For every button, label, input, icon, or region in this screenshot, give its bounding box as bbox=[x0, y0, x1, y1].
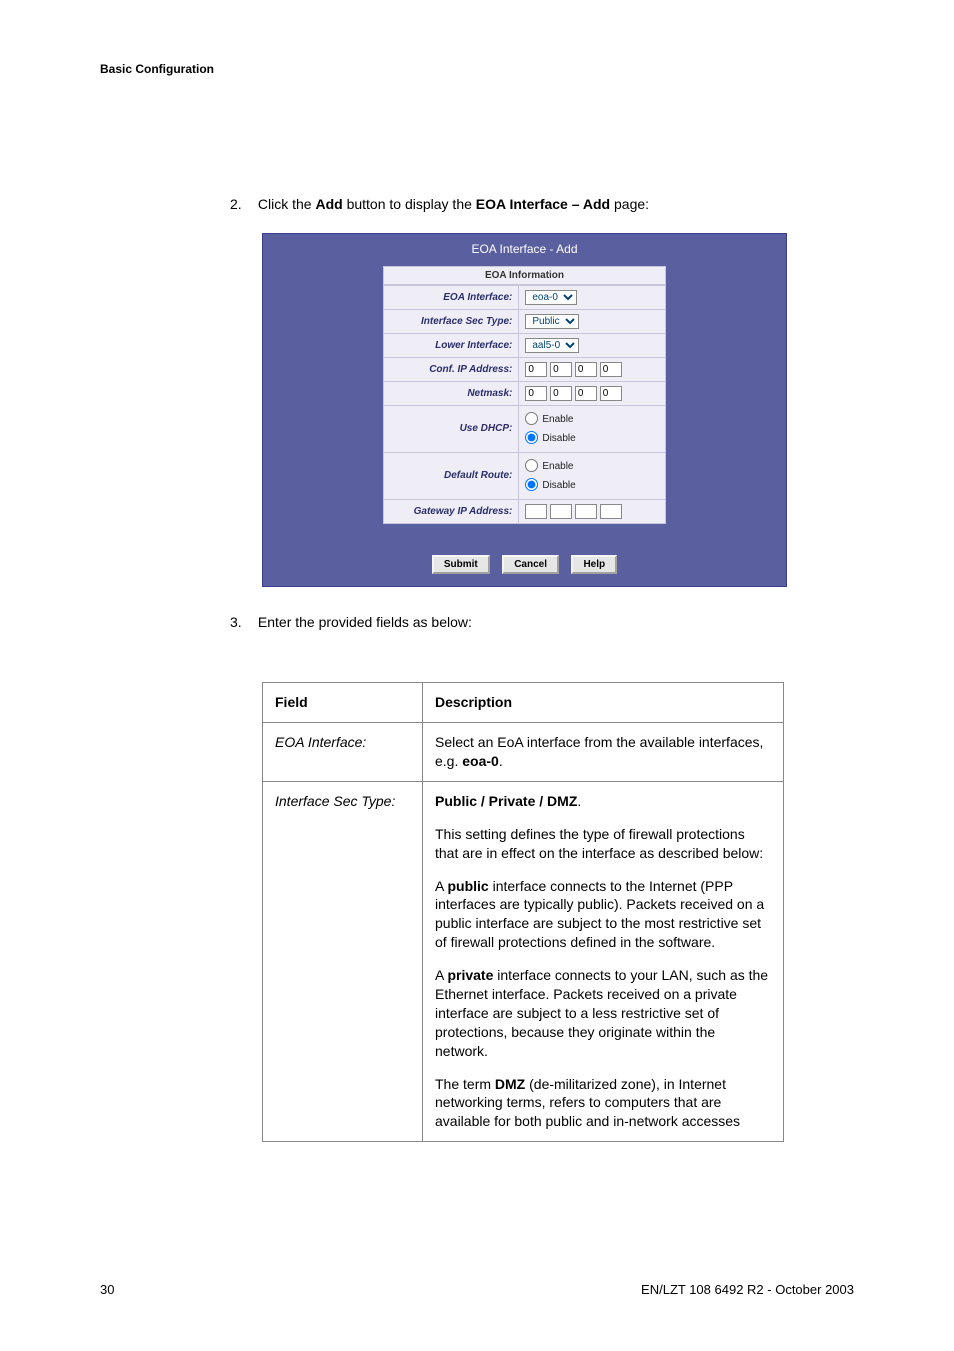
dhcp-enable-radio[interactable] bbox=[525, 412, 538, 425]
step-text: Click the Add button to display the EOA … bbox=[258, 195, 778, 215]
value: eoa-0 bbox=[519, 285, 666, 309]
row-route: Default Route: Enable Disable bbox=[384, 452, 666, 499]
doc-reference: EN/LZT 108 6492 R2 - October 2003 bbox=[641, 1282, 854, 1297]
row-dhcp: Use DHCP: Enable Disable bbox=[384, 405, 666, 452]
value bbox=[519, 499, 666, 523]
help-button[interactable]: Help bbox=[571, 555, 617, 574]
submit-button[interactable]: Submit bbox=[432, 555, 490, 574]
bold: eoa-0 bbox=[462, 753, 499, 769]
field-desc: Public / Private / DMZ. This setting def… bbox=[423, 781, 784, 1141]
value: Enable Disable bbox=[519, 452, 666, 499]
row-sec-type: Interface Sec Type: Public bbox=[384, 309, 666, 333]
txt: This setting defines the type of firewal… bbox=[435, 825, 771, 863]
gw-octet-2[interactable] bbox=[550, 504, 572, 519]
ip-octet-1[interactable] bbox=[525, 362, 547, 377]
value: Public bbox=[519, 309, 666, 333]
panel-title: EOA Interface - Add bbox=[263, 234, 786, 266]
button-row: Submit Cancel Help bbox=[263, 540, 786, 586]
table-header-row: Field Description bbox=[263, 683, 784, 723]
section-header: Basic Configuration bbox=[100, 62, 214, 76]
dhcp-enable-option: Enable bbox=[525, 410, 659, 429]
route-enable-option: Enable bbox=[525, 457, 659, 476]
th-desc: Description bbox=[423, 683, 784, 723]
ip-octet-3[interactable] bbox=[575, 362, 597, 377]
eoa-add-panel: EOA Interface - Add EOA Information EOA … bbox=[262, 233, 787, 587]
value: Enable Disable bbox=[519, 405, 666, 452]
radio-label: Disable bbox=[542, 433, 575, 444]
txt: . bbox=[577, 793, 581, 809]
value bbox=[519, 381, 666, 405]
route-disable-option: Disable bbox=[525, 476, 659, 495]
bold: Public / Private / DMZ bbox=[435, 793, 577, 809]
netmask-octet-4[interactable] bbox=[600, 386, 622, 401]
gw-octet-1[interactable] bbox=[525, 504, 547, 519]
radio-label: Disable bbox=[542, 480, 575, 491]
gw-octet-4[interactable] bbox=[600, 504, 622, 519]
ip-octet-4[interactable] bbox=[600, 362, 622, 377]
step-text: Enter the provided fields as below: bbox=[258, 613, 778, 633]
cancel-button[interactable]: Cancel bbox=[502, 555, 559, 574]
eoa-form: EOA Information EOA Interface: eoa-0 Int… bbox=[263, 266, 786, 540]
value bbox=[519, 357, 666, 381]
label: EOA Interface: bbox=[384, 285, 519, 309]
table-row: Interface Sec Type: Public / Private / D… bbox=[263, 781, 784, 1141]
table-row: EOA Interface: Select an EoA interface f… bbox=[263, 723, 784, 782]
label: Netmask: bbox=[384, 381, 519, 405]
bold: EOA Interface – Add bbox=[476, 196, 610, 212]
field-name: Interface Sec Type: bbox=[263, 781, 423, 1141]
row-conf-ip: Conf. IP Address: bbox=[384, 357, 666, 381]
txt: A bbox=[435, 878, 447, 894]
step-num: 3. bbox=[230, 613, 254, 633]
row-lower: Lower Interface: aal5-0 bbox=[384, 333, 666, 357]
netmask-octet-1[interactable] bbox=[525, 386, 547, 401]
netmask-octet-2[interactable] bbox=[550, 386, 572, 401]
lower-interface-select[interactable]: aal5-0 bbox=[525, 338, 579, 353]
label: Default Route: bbox=[384, 452, 519, 499]
sec-type-select[interactable]: Public bbox=[525, 314, 579, 329]
radio-label: Enable bbox=[542, 461, 573, 472]
row-netmask: Netmask: bbox=[384, 381, 666, 405]
field-name: EOA Interface: bbox=[263, 723, 423, 782]
txt: A bbox=[435, 967, 447, 983]
label: Lower Interface: bbox=[384, 333, 519, 357]
bold: public bbox=[447, 878, 488, 894]
dhcp-disable-option: Disable bbox=[525, 429, 659, 448]
row-gateway: Gateway IP Address: bbox=[384, 499, 666, 523]
field-description-table: Field Description EOA Interface: Select … bbox=[262, 682, 784, 1142]
route-enable-radio[interactable] bbox=[525, 459, 538, 472]
label: Interface Sec Type: bbox=[384, 309, 519, 333]
gw-octet-3[interactable] bbox=[575, 504, 597, 519]
txt: . bbox=[499, 753, 503, 769]
row-eoa-interface: EOA Interface: eoa-0 bbox=[384, 285, 666, 309]
step-num: 2. bbox=[230, 195, 254, 215]
txt: The term bbox=[435, 1076, 495, 1092]
route-disable-radio[interactable] bbox=[525, 478, 538, 491]
value: aal5-0 bbox=[519, 333, 666, 357]
step-2: 2. Click the Add button to display the E… bbox=[230, 195, 790, 215]
page-footer: 30 EN/LZT 108 6492 R2 - October 2003 bbox=[100, 1282, 854, 1297]
bold: DMZ bbox=[495, 1076, 525, 1092]
radio-label: Enable bbox=[542, 414, 573, 425]
netmask-octet-3[interactable] bbox=[575, 386, 597, 401]
eoa-table: EOA Interface: eoa-0 Interface Sec Type:… bbox=[383, 285, 666, 524]
page-content: 2. Click the Add button to display the E… bbox=[230, 195, 790, 1142]
eoa-interface-select[interactable]: eoa-0 bbox=[525, 290, 577, 305]
page-number: 30 bbox=[100, 1282, 114, 1297]
bold: Add bbox=[315, 196, 342, 212]
th-field: Field bbox=[263, 683, 423, 723]
ip-octet-2[interactable] bbox=[550, 362, 572, 377]
label: Conf. IP Address: bbox=[384, 357, 519, 381]
field-desc: Select an EoA interface from the availab… bbox=[423, 723, 784, 782]
txt: button to display the bbox=[343, 196, 476, 212]
label: Use DHCP: bbox=[384, 405, 519, 452]
label: Gateway IP Address: bbox=[384, 499, 519, 523]
txt: Click the bbox=[258, 196, 316, 212]
step-3: 3. Enter the provided fields as below: bbox=[230, 613, 790, 633]
txt: page: bbox=[610, 196, 649, 212]
eoa-info-header: EOA Information bbox=[383, 266, 666, 285]
bold: private bbox=[447, 967, 493, 983]
dhcp-disable-radio[interactable] bbox=[525, 431, 538, 444]
